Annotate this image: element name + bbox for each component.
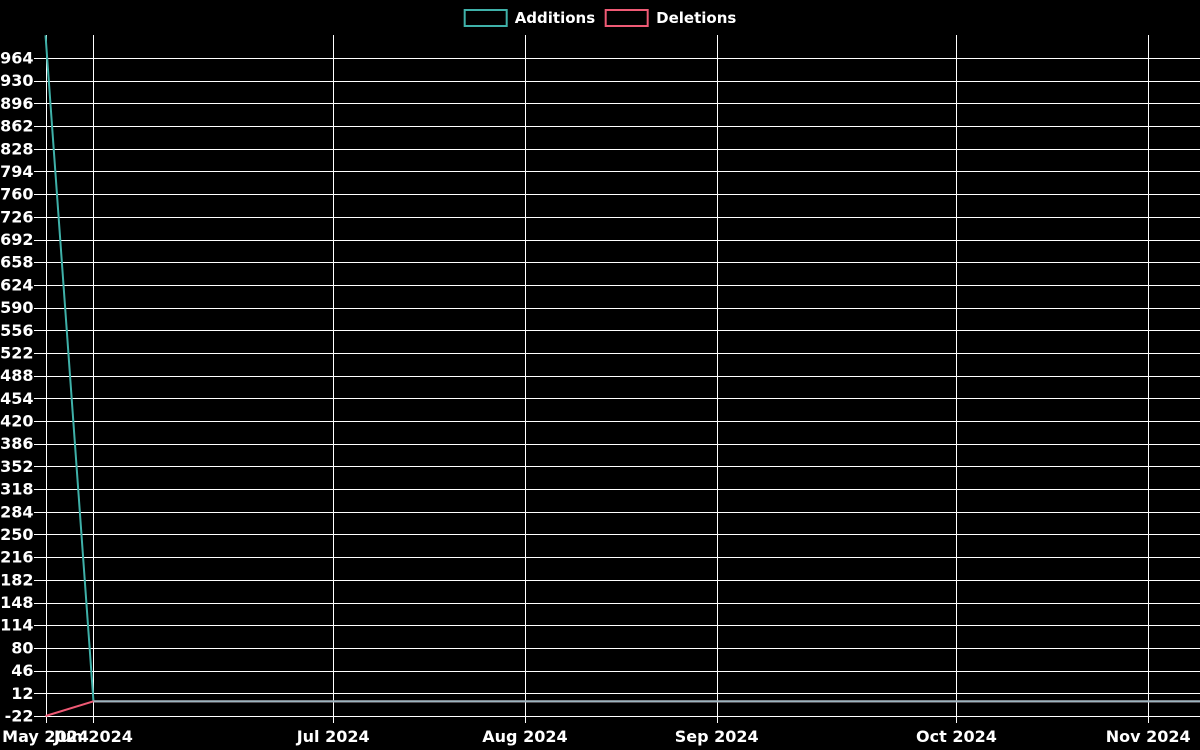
y-tick-label: 726 [0,207,33,226]
x-tick-label: Oct 2024 [916,727,997,746]
y-tick-label: 284 [0,502,33,521]
y-tick-label: 420 [0,412,33,431]
additions-line [44,35,1200,703]
x-tick-label: Aug 2024 [482,727,567,746]
y-tick-label: 250 [0,525,33,544]
y-tick-label: -22 [5,707,34,726]
legend-label-deletions: Deletions [656,9,737,27]
x-grid-and-labels [46,35,1149,723]
y-tick-label: 624 [0,275,33,294]
legend-item-additions: Additions [463,8,596,28]
y-tick-label: 46 [11,661,33,680]
y-tick-label: 930 [0,71,33,90]
additions-swatch-icon [463,9,508,27]
y-tick-label: 386 [0,434,33,453]
y-tick-label: 12 [11,684,33,703]
y-tick-label: 182 [0,570,33,589]
deletions-line [45,700,1200,717]
y-tick-label: 964 [0,49,33,68]
y-tick-label: 148 [0,593,33,612]
y-tick-labels: -22 12 46 80 114 148 182 216 250 284 318 352 386 420 4… [0,49,33,726]
x-tick-label: May 2024 [2,727,89,746]
y-tick-label: 590 [0,298,33,317]
y-tick-label: 80 [11,638,33,657]
deletions-swatch-icon [605,9,650,27]
y-tick-label: 216 [0,548,33,567]
y-tick-label: 828 [0,139,33,158]
y-tick-label: 760 [0,185,33,204]
y-tick-label: 658 [0,253,33,272]
x-tick-label: Sep 2024 [675,727,759,746]
chart-legend: Additions Deletions [463,8,736,28]
x-tick-label: Nov 2024 [1106,727,1191,746]
y-tick-label: 488 [0,366,33,385]
y-grid-and-labels [34,58,1200,717]
y-tick-label: 896 [0,94,33,113]
y-tick-label: 692 [0,230,33,249]
legend-label-additions: Additions [514,9,596,27]
x-tick-label: Jun 2024 [53,727,133,746]
y-tick-label: 454 [0,389,33,408]
y-tick-label: 522 [0,343,33,362]
y-tick-label: 114 [0,616,33,635]
y-tick-label: 318 [0,480,33,499]
y-tick-label: 862 [0,117,33,136]
legend-item-deletions: Deletions [605,8,736,28]
y-tick-label: 352 [0,457,33,476]
x-tick-label: Jul 2024 [296,727,370,746]
y-tick-label: 556 [0,321,33,340]
y-tick-label: 794 [0,162,33,181]
